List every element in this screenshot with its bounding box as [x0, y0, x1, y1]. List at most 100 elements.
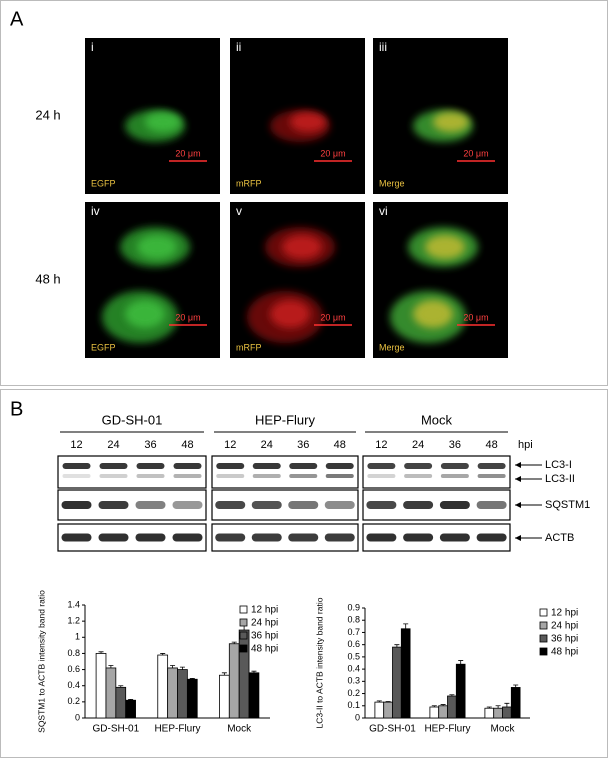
unit-label: hpi [518, 439, 533, 451]
lane-label: 24 [412, 439, 424, 451]
y-tick-label: 0.6 [347, 639, 360, 649]
lane-label: 48 [181, 439, 193, 451]
y-tick-label: 0.1 [347, 700, 360, 710]
blot-frame [362, 523, 511, 552]
lane-label: 12 [224, 439, 236, 451]
band [216, 474, 245, 478]
lane-label: 36 [449, 439, 461, 451]
legend-label: 36 hpi [551, 634, 578, 645]
band [172, 533, 203, 542]
band [366, 533, 397, 542]
arrow-head [515, 476, 521, 482]
scale-label: 20 μm [463, 148, 488, 158]
legend-label: 24 hpi [551, 621, 578, 632]
error-bar [440, 704, 446, 706]
band [136, 474, 165, 478]
group-label: GD-SH-01 [102, 412, 163, 427]
image-index: ii [236, 40, 241, 54]
band [476, 501, 507, 509]
error-bar [189, 678, 195, 680]
lane-label: 12 [70, 439, 82, 451]
y-tick-label: 0 [75, 712, 80, 722]
legend-swatch [239, 644, 248, 653]
cell [413, 300, 453, 328]
legend-label: 48 hpi [251, 644, 278, 655]
bar [228, 643, 240, 719]
blot-frame [211, 455, 359, 489]
error-bar [394, 644, 400, 648]
legend-label: 48 hpi [551, 647, 578, 658]
blot-frame [362, 489, 511, 521]
x-tick-label: GD-SH-01 [92, 724, 139, 735]
error-bar [128, 699, 134, 701]
cell [145, 112, 181, 132]
bar [186, 678, 198, 719]
bar [105, 667, 117, 719]
band [325, 474, 354, 478]
y-tick-label: 1.4 [67, 599, 80, 609]
band [173, 474, 202, 478]
x-tick-label: Mock [491, 724, 516, 735]
band [289, 463, 318, 469]
band [288, 533, 319, 542]
y-tick-label: 0 [355, 712, 360, 722]
band [173, 463, 202, 469]
lane-label: 36 [297, 439, 309, 451]
band [404, 463, 433, 469]
band [62, 474, 91, 478]
band [252, 474, 281, 478]
bar [167, 667, 178, 719]
image-index: v [236, 204, 242, 218]
channel-label: Merge [379, 342, 405, 352]
legend-swatch [239, 605, 248, 614]
marker-label: LC3-I [545, 459, 572, 471]
blot-frame [57, 455, 207, 489]
band [440, 474, 469, 478]
legend-swatch [539, 621, 548, 630]
channel-label: EGFP [91, 178, 116, 188]
band [477, 463, 506, 469]
y-tick-label: 0.4 [67, 680, 80, 690]
error-bar [118, 685, 124, 688]
cell [270, 300, 310, 328]
error-bar [179, 666, 185, 670]
bar [429, 706, 440, 719]
marker-label: ACTB [545, 532, 574, 544]
cell [425, 235, 465, 259]
bar [374, 701, 385, 719]
legend-swatch [239, 631, 248, 640]
lane-label: 24 [261, 439, 273, 451]
lane-label: 48 [486, 439, 498, 451]
image-index: i [91, 40, 94, 54]
legend-label: 36 hpi [251, 631, 278, 642]
band [99, 474, 128, 478]
blot-frame [57, 523, 207, 552]
error-bar [251, 670, 257, 673]
band [403, 501, 434, 509]
y-tick-label: 0.3 [347, 676, 360, 686]
marker-label: LC3-II [545, 473, 575, 485]
band [367, 474, 396, 478]
error-bar [385, 701, 391, 703]
y-tick-label: 0.8 [67, 648, 80, 658]
band [61, 501, 92, 509]
legend-label: 24 hpi [251, 618, 278, 629]
error-bar [376, 700, 382, 703]
group-label: HEP-Flury [255, 412, 315, 427]
marker-label: SQSTM1 [545, 499, 590, 511]
band [61, 533, 92, 542]
error-bar [160, 653, 166, 656]
blot-frame [57, 489, 207, 521]
band [325, 463, 354, 469]
error-bar [486, 706, 492, 709]
panel-label: A [10, 8, 24, 30]
band [98, 501, 129, 509]
cell [125, 300, 165, 328]
band [440, 463, 469, 469]
arrow-head [515, 535, 521, 541]
y-tick-label: 0.6 [67, 664, 80, 674]
bar [248, 672, 260, 719]
x-tick-label: HEP-Flury [424, 724, 470, 735]
y-tick-label: 1 [75, 632, 80, 642]
band [366, 501, 397, 509]
